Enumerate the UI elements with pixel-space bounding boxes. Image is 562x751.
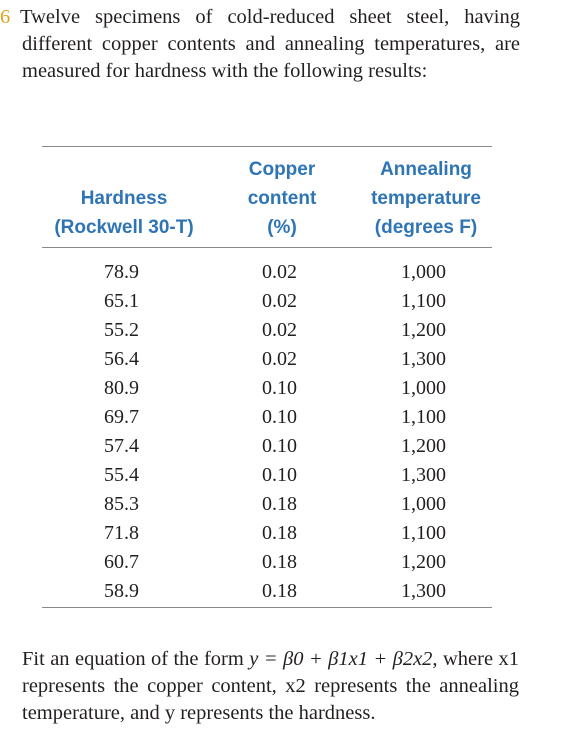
- table-cell-copper: 0.18: [262, 580, 297, 602]
- table-cell-copper: 0.02: [262, 290, 297, 312]
- column-copper: 0.02 0.02 0.02 0.02 0.10 0.10 0.10 0.10 0.18 0.18…: [262, 258, 297, 606]
- table-cell-temperature: 1,000: [401, 377, 446, 399]
- header-copper: Copper content (%): [232, 155, 332, 242]
- table-cell-hardness: 78.9: [104, 261, 139, 283]
- table-cell-copper: 0.18: [262, 493, 297, 515]
- header-hardness-line1: Hardness: [80, 188, 168, 209]
- column-temperature: 1,000 1,100 1,200 1,300 1,000 1,100 1,200 1,300…: [401, 258, 446, 606]
- table-cell-hardness: 58.9: [104, 580, 139, 602]
- problem-question: Fit an equation of the form y = β0 + β1x…: [22, 646, 519, 727]
- header-temperature-line3: (degrees F): [374, 217, 478, 238]
- problem-intro-text: Twelve specimens of cold-reduced sheet s…: [20, 6, 520, 82]
- table-cell-temperature: 1,200: [401, 435, 446, 457]
- table-cell-copper: 0.10: [262, 435, 297, 457]
- header-temperature-line2: temperature: [371, 188, 481, 209]
- table-cell-copper: 0.02: [262, 348, 297, 370]
- table-cell-temperature: 1,100: [401, 290, 446, 312]
- table-cell-copper: 0.18: [262, 522, 297, 544]
- table-header-rule: [42, 247, 492, 248]
- table-cell-copper: 0.10: [262, 464, 297, 486]
- table-cell-copper: 0.02: [262, 261, 297, 283]
- table-cell-temperature: 1,300: [401, 464, 446, 486]
- header-copper-line1: Copper: [248, 159, 316, 180]
- header-hardness: Hardness (Rockwell 30-T): [44, 184, 204, 242]
- header-temperature: Annealing temperature (degrees F): [356, 155, 496, 242]
- header-temperature-line1: Annealing: [380, 159, 472, 180]
- table-cell-temperature: 1,200: [401, 551, 446, 573]
- table-bottom-rule: [42, 607, 492, 608]
- question-text-end: where x1 represents the copper content, …: [22, 648, 519, 724]
- equation: y = β0 + β1x1 + β2x2,: [249, 648, 438, 670]
- header-copper-line2: content: [247, 188, 317, 209]
- table-cell-hardness: 65.1: [104, 290, 139, 312]
- table-cell-copper: 0.10: [262, 406, 297, 428]
- table-cell-hardness: 57.4: [104, 435, 139, 457]
- table-cell-temperature: 1,200: [401, 319, 446, 341]
- table-cell-hardness: 80.9: [104, 377, 139, 399]
- table-cell-temperature: 1,000: [401, 261, 446, 283]
- table-cell-hardness: 69.7: [104, 406, 139, 428]
- table-cell-hardness: 56.4: [104, 348, 139, 370]
- table-cell-copper: 0.18: [262, 551, 297, 573]
- table-cell-copper: 0.10: [262, 377, 297, 399]
- question-text-start: Fit an equation of the form: [22, 648, 250, 670]
- table-cell-hardness: 55.2: [104, 319, 139, 341]
- header-hardness-line2: (Rockwell 30-T): [54, 217, 194, 238]
- table-cell-temperature: 1,300: [401, 580, 446, 602]
- table-cell-hardness: 85.3: [104, 493, 139, 515]
- problem-intro: 6 Twelve specimens of cold-reduced sheet …: [0, 4, 520, 85]
- table-cell-temperature: 1,000: [401, 493, 446, 515]
- table-cell-hardness: 60.7: [104, 551, 139, 573]
- table-cell-temperature: 1,100: [401, 522, 446, 544]
- table-cell-temperature: 1,300: [401, 348, 446, 370]
- table-cell-hardness: 55.4: [104, 464, 139, 486]
- table-top-rule: [42, 146, 492, 147]
- table-cell-hardness: 71.8: [104, 522, 139, 544]
- table-cell-temperature: 1,100: [401, 406, 446, 428]
- problem-number: 6: [0, 6, 11, 28]
- header-copper-line3: (%): [267, 217, 297, 238]
- table-cell-copper: 0.02: [262, 319, 297, 341]
- column-hardness: 78.9 65.1 55.2 56.4 80.9 69.7 57.4 55.4 85.3 71.8…: [104, 258, 139, 606]
